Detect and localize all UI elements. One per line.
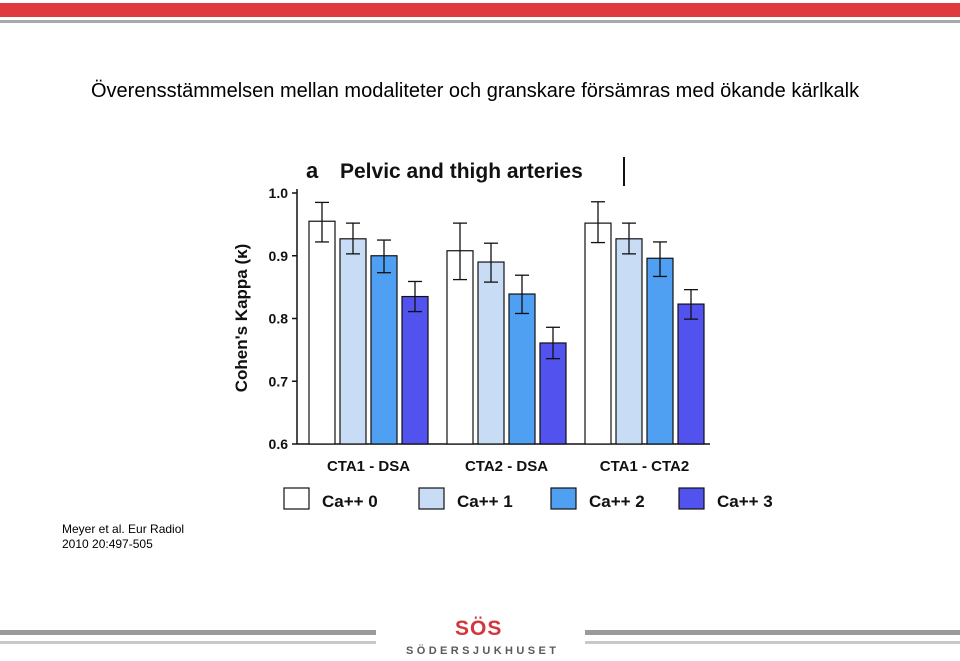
y-tick-label: 1.0 xyxy=(269,185,289,201)
top-accent-bar xyxy=(0,3,960,17)
bar-2-1 xyxy=(446,250,474,445)
x-category-label: CTA1 - CTA2 xyxy=(600,458,689,475)
footer-bar-left-thin xyxy=(0,641,376,644)
legend-label: Ca++ 2 xyxy=(589,492,645,511)
bar-3-4 xyxy=(677,303,705,445)
top-divider-line xyxy=(0,20,960,23)
legend-label: Ca++ 0 xyxy=(322,492,378,511)
legend-swatch xyxy=(550,487,577,510)
bar-3-2 xyxy=(615,238,643,445)
legend-swatch xyxy=(418,487,445,510)
y-tick-label: 0.8 xyxy=(269,311,289,327)
legend-label: Ca++ 1 xyxy=(457,492,513,511)
footer-bar-left xyxy=(0,630,376,635)
x-category-label: CTA2 - DSA xyxy=(465,458,548,475)
y-tick-label: 0.9 xyxy=(269,248,289,264)
slide-title: Överensstämmelsen mellan modaliteter och… xyxy=(91,80,860,102)
x-category-label: CTA1 - DSA xyxy=(327,458,410,475)
citation: Meyer et al. Eur Radiol 2010 20:497-505 xyxy=(62,522,184,552)
footer-bar-right xyxy=(585,630,960,635)
bar-3-1 xyxy=(584,222,612,445)
sodersjukhuset-logo-name: SÖDERSJUKHUSET xyxy=(406,645,560,657)
citation-line-2: 2010 20:497-505 xyxy=(62,537,153,551)
chart-title: Pelvic and thigh arteries xyxy=(340,160,583,183)
legend-swatch xyxy=(283,487,310,510)
bar-3-3 xyxy=(646,257,674,445)
y-axis-label: Cohen's Kappa (κ) xyxy=(232,244,251,393)
bar-1-3 xyxy=(370,255,398,445)
bar-2-2 xyxy=(477,261,505,445)
y-tick-label: 0.7 xyxy=(269,373,289,389)
legend-swatch xyxy=(678,487,705,510)
bar-2-3 xyxy=(508,293,536,445)
legend-label: Ca++ 3 xyxy=(717,492,773,511)
footer-bar-right-thin xyxy=(585,641,960,644)
citation-line-1: Meyer et al. Eur Radiol xyxy=(62,522,185,536)
bar-1-1 xyxy=(308,220,336,445)
panel-letter: a xyxy=(306,158,319,183)
y-tick-label: 0.6 xyxy=(269,436,289,452)
bar-1-4 xyxy=(401,295,429,445)
sos-logo-mark: SÖS xyxy=(455,617,503,640)
bar-1-2 xyxy=(339,238,367,445)
